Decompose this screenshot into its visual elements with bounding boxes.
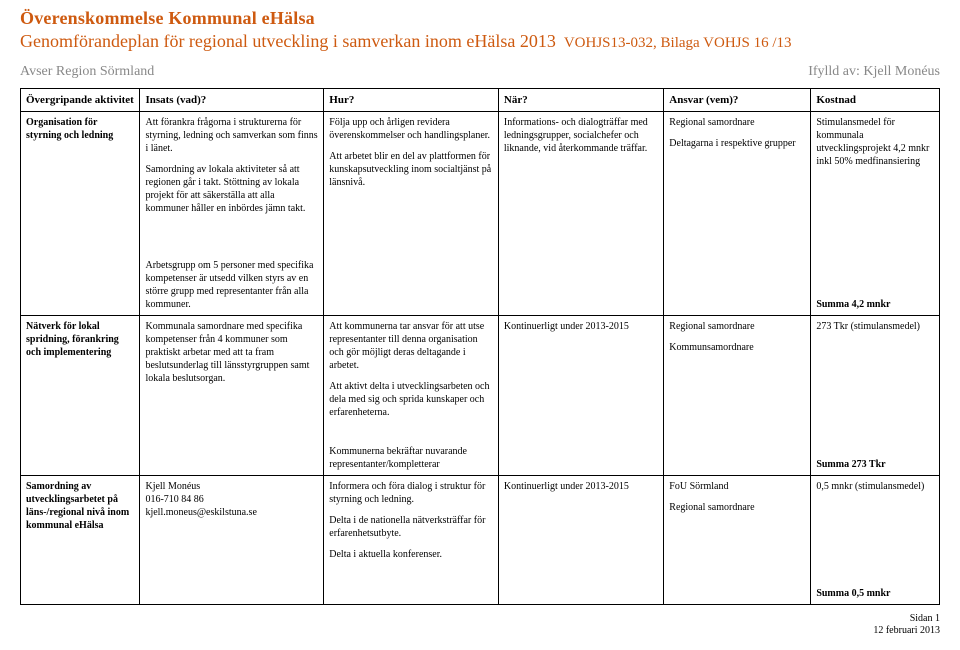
col-activity: Övergripande aktivitet xyxy=(21,89,140,112)
cell-empty xyxy=(664,441,811,476)
cell-kostnad: Stimulansmedel för kommunala utvecklings… xyxy=(811,112,940,220)
text: Arbetsgrupp om 5 personer med specifika … xyxy=(145,259,318,311)
text: Kjell Monéus xyxy=(145,480,318,493)
text: 273 Tkr (stimulansmedel) xyxy=(816,320,934,333)
cell-kostnad-sub: Summa 273 Tkr xyxy=(811,441,940,476)
text: Att arbetet blir en del av plattformen f… xyxy=(329,150,493,189)
cell-insats: Kommunala samordnare med specifika kompe… xyxy=(140,316,324,424)
spacer-row xyxy=(21,219,940,255)
summa: Summa 4,2 mnkr xyxy=(816,298,934,311)
spacer-row xyxy=(21,423,940,441)
text: Regional samordnare xyxy=(669,116,805,129)
text: Informations- och dialogträffar med ledn… xyxy=(504,116,658,155)
table-header-row: Övergripande aktivitet Insats (vad)? Hur… xyxy=(21,89,940,112)
cell-kostnad-sub: Summa 0,5 mnkr xyxy=(811,583,940,605)
text: Kommunerna bekräftar nuvarande represent… xyxy=(329,445,493,471)
row-organisation: Organisation för styrning och ledning At… xyxy=(21,112,940,220)
cell-kostnad-sub: Summa 4,2 mnkr xyxy=(811,255,940,316)
cell-empty xyxy=(664,583,811,605)
title-main: Överenskommelse Kommunal eHälsa xyxy=(20,8,940,29)
text: Informera och föra dialog i struktur för… xyxy=(329,480,493,506)
cell-empty xyxy=(324,583,499,605)
row-samordning-sub: Summa 0,5 mnkr xyxy=(21,583,940,605)
page-number: Sidan 1 xyxy=(20,613,940,625)
cell-empty xyxy=(664,255,811,316)
cell-empty xyxy=(324,255,499,316)
text: Stimulansmedel för kommunala utvecklings… xyxy=(816,116,934,168)
cell-hur: Informera och föra dialog i struktur för… xyxy=(324,476,499,566)
footer-date: 12 februari 2013 xyxy=(20,625,940,637)
col-hur: Hur? xyxy=(324,89,499,112)
col-insats: Insats (vad)? xyxy=(140,89,324,112)
text: Delta i de nationella nätverksträffar fö… xyxy=(329,514,493,540)
cell-ansvar: Regional samordnare Deltagarna i respekt… xyxy=(664,112,811,220)
text: kjell.moneus@eskilstuna.se xyxy=(145,506,318,519)
region-label: Avser Region Sörmland xyxy=(20,64,154,80)
plan-table: Övergripande aktivitet Insats (vad)? Hur… xyxy=(20,88,940,605)
cell-hur: Att kommunerna tar ansvar för att utse r… xyxy=(324,316,499,424)
col-nar: När? xyxy=(498,89,663,112)
text: Kommunala samordnare med specifika kompe… xyxy=(145,320,318,385)
cell-ansvar: Regional samordnare Kommunsamordnare xyxy=(664,316,811,424)
text: FoU Sörmland xyxy=(669,480,805,493)
cell-kostnad: 0,5 mnkr (stimulansmedel) xyxy=(811,476,940,566)
cell-nar: Kontinuerligt under 2013-2015 xyxy=(498,316,663,424)
text: Delta i aktuella konferenser. xyxy=(329,548,493,561)
subtitle-row: Genomförandeplan för regional utveckling… xyxy=(20,31,940,52)
cell-hur-sub: Kommunerna bekräftar nuvarande represent… xyxy=(324,441,499,476)
col-kostnad: Kostnad xyxy=(811,89,940,112)
text: 016-710 84 86 xyxy=(145,493,318,506)
subtitle: Genomförandeplan för regional utveckling… xyxy=(20,31,556,52)
cell-hur: Följa upp och årligen revidera överensko… xyxy=(324,112,499,220)
text: Deltagarna i respektive grupper xyxy=(669,137,805,150)
activity-natverk: Nätverk för lokal spridning, förankring … xyxy=(21,316,140,476)
summa: Summa 273 Tkr xyxy=(816,458,934,471)
cell-nar: Informations- och dialogträffar med ledn… xyxy=(498,112,663,220)
text: Kontinuerligt under 2013-2015 xyxy=(504,320,658,333)
page: Överenskommelse Kommunal eHälsa Genomför… xyxy=(0,0,960,641)
footer: Sidan 1 12 februari 2013 xyxy=(20,613,940,637)
summa: Summa 0,5 mnkr xyxy=(816,587,934,600)
ifylld-label: Ifylld av: Kjell Monéus xyxy=(808,64,940,80)
row-samordning: Samordning av utvecklingsarbetet på läns… xyxy=(21,476,940,566)
cell-empty xyxy=(140,583,324,605)
cell-nar: Kontinuerligt under 2013-2015 xyxy=(498,476,663,566)
cell-ansvar: FoU Sörmland Regional samordnare xyxy=(664,476,811,566)
activity-samordning: Samordning av utvecklingsarbetet på läns… xyxy=(21,476,140,605)
text: Att aktivt delta i utvecklingsarbeten oc… xyxy=(329,380,493,419)
meta-row: Avser Region Sörmland Ifylld av: Kjell M… xyxy=(20,64,940,80)
spacer-row xyxy=(21,565,940,583)
cell-empty xyxy=(140,441,324,476)
text: Följa upp och årligen revidera överensko… xyxy=(329,116,493,142)
text: Regional samordnare xyxy=(669,501,805,514)
cell-empty xyxy=(498,441,663,476)
cell-insats-sub: Arbetsgrupp om 5 personer med specifika … xyxy=(140,255,324,316)
cell-insats: Att förankra frågorna i strukturerna för… xyxy=(140,112,324,220)
text: Kommunsamordnare xyxy=(669,341,805,354)
cell-empty xyxy=(498,583,663,605)
text: Att förankra frågorna i strukturerna för… xyxy=(145,116,318,155)
row-natverk-sub: Kommunerna bekräftar nuvarande represent… xyxy=(21,441,940,476)
activity-organisation: Organisation för styrning och ledning xyxy=(21,112,140,316)
text: 0,5 mnkr (stimulansmedel) xyxy=(816,480,934,493)
row-natverk: Nätverk för lokal spridning, förankring … xyxy=(21,316,940,424)
col-ansvar: Ansvar (vem)? xyxy=(664,89,811,112)
cell-empty xyxy=(498,255,663,316)
text: Kontinuerligt under 2013-2015 xyxy=(504,480,658,493)
bilaga-ref: VOHJS13-032, Bilaga VOHJS 16 /13 xyxy=(564,35,792,52)
text: Att kommunerna tar ansvar för att utse r… xyxy=(329,320,493,372)
cell-insats: Kjell Monéus 016-710 84 86 kjell.moneus@… xyxy=(140,476,324,566)
text: Regional samordnare xyxy=(669,320,805,333)
cell-kostnad: 273 Tkr (stimulansmedel) xyxy=(811,316,940,424)
text: Samordning av lokala aktiviteter så att … xyxy=(145,163,318,215)
row-organisation-sub: Arbetsgrupp om 5 personer med specifika … xyxy=(21,255,940,316)
